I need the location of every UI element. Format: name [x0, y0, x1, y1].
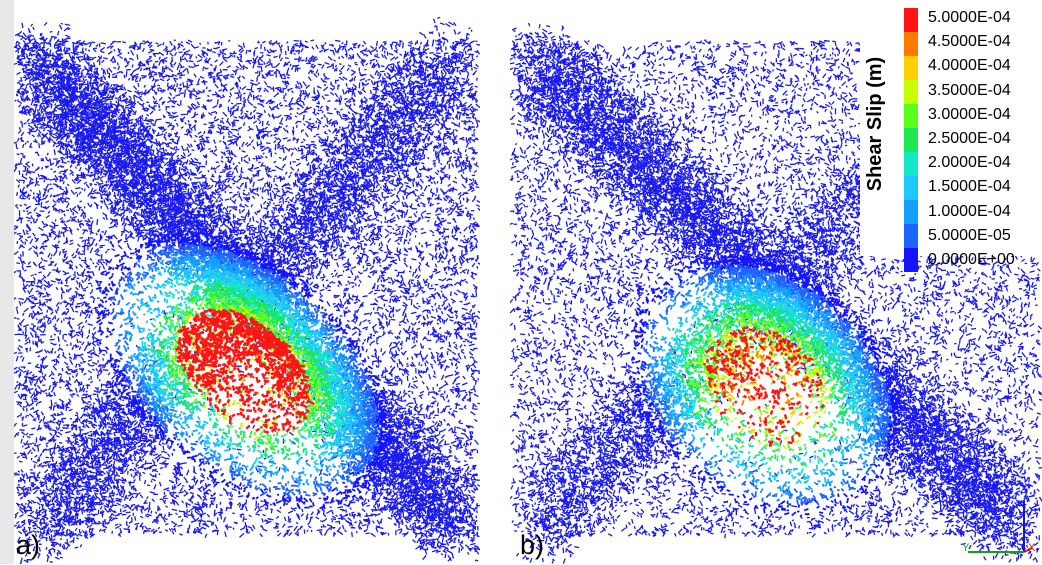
legend-value: 5.0000E-04	[928, 9, 1011, 26]
legend-swatch	[904, 104, 918, 128]
fracture-segments	[14, 16, 480, 564]
legend-value: 3.5000E-04	[928, 81, 1011, 99]
z-axis-label: Z	[1020, 484, 1027, 496]
legend-value: 4.5000E-04	[928, 33, 1011, 51]
x-axis-line	[1023, 547, 1033, 553]
panel-a-fracture-network: a)	[14, 0, 480, 564]
legend-swatch	[904, 56, 918, 80]
slip-level-segments	[703, 326, 825, 448]
axis-triad: Z Y X	[958, 482, 1038, 560]
panel-a-label: a)	[16, 530, 41, 560]
axis-triad-lines	[968, 500, 1033, 553]
left-border-strip	[0, 0, 14, 564]
panel-a-slip-cloud	[14, 16, 480, 564]
legend-value: 2.5000E-04	[928, 129, 1011, 147]
legend-swatch	[904, 224, 918, 248]
legend-title: Shear Slip (m)	[864, 56, 886, 192]
x-axis-label: X	[1028, 542, 1036, 554]
fracture-segments	[510, 17, 1042, 564]
legend-values: 5.0000E-04 4.5000E-04 4.0000E-04 3.5000E-04…	[928, 8, 1015, 274]
legend-value: 1.0000E-04	[928, 202, 1011, 220]
legend-value: 4.0000E-04	[928, 57, 1011, 75]
panel-b-fracture-network: b)	[510, 0, 1042, 564]
legend-value: 3.0000E-04	[928, 105, 1011, 123]
legend-swatch	[904, 80, 918, 104]
slip-level-segments	[174, 307, 315, 434]
panel-b-slip-cloud	[510, 17, 1042, 564]
legend-swatch	[904, 200, 918, 224]
shear-slip-legend: Shear Slip (m) 5.0000E-04 4.5000E-04 4.000…	[860, 0, 1042, 272]
legend-value: 0.0000E+00	[928, 250, 1015, 268]
legend-value: 1.5000E-04	[928, 178, 1011, 196]
panel-b-label: b)	[520, 530, 545, 560]
legend-value: 2.0000E-04	[928, 154, 1011, 172]
legend-swatch	[904, 248, 918, 272]
legend-swatch	[904, 128, 918, 152]
legend-color-bar	[904, 8, 918, 272]
low-slip-segments	[14, 16, 480, 564]
y-axis-label: Y	[962, 542, 970, 554]
legend-swatch	[904, 32, 918, 56]
legend-value: 5.0000E-05	[928, 226, 1011, 244]
legend-swatch	[904, 8, 918, 32]
legend-swatch	[904, 176, 918, 200]
legend-swatch	[904, 152, 918, 176]
